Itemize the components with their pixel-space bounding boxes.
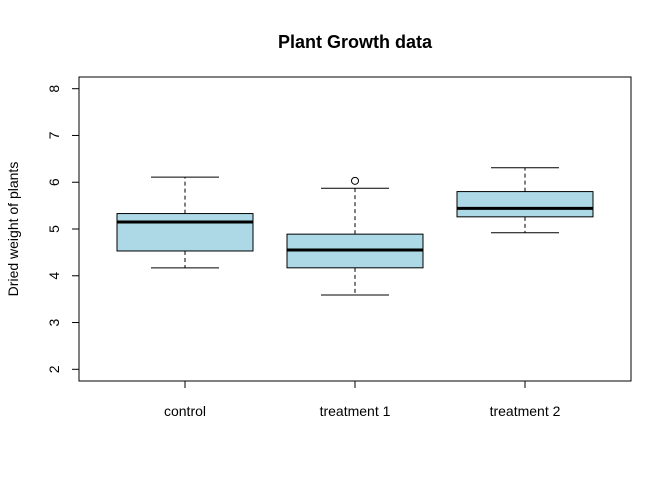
box-group: [286, 176, 424, 296]
x-tick-label: treatment 1: [320, 403, 391, 419]
outlier-point: [351, 176, 359, 185]
x-axis: control treatment 1 treatment 2: [164, 381, 561, 419]
y-tick-label: 3: [46, 318, 62, 326]
x-tick-label: treatment 2: [490, 403, 561, 419]
box-series: [116, 167, 594, 296]
y-tick-label: 7: [46, 131, 62, 139]
box-group: [456, 167, 594, 234]
y-axis-label: Dried weight of plants: [5, 162, 21, 297]
y-tick-label: 8: [46, 85, 62, 93]
iqr-box: [116, 213, 254, 252]
y-tick-label: 2: [46, 365, 62, 373]
y-tick-label: 4: [46, 272, 62, 280]
y-axis: 2 3 4 5 6 7 8: [46, 85, 80, 373]
iqr-box: [456, 191, 594, 218]
box-group: [116, 176, 254, 269]
chart-title: Plant Growth data: [278, 32, 433, 52]
y-tick-label: 6: [46, 178, 62, 186]
y-tick-label: 5: [46, 225, 62, 233]
x-tick-label: control: [164, 403, 206, 419]
